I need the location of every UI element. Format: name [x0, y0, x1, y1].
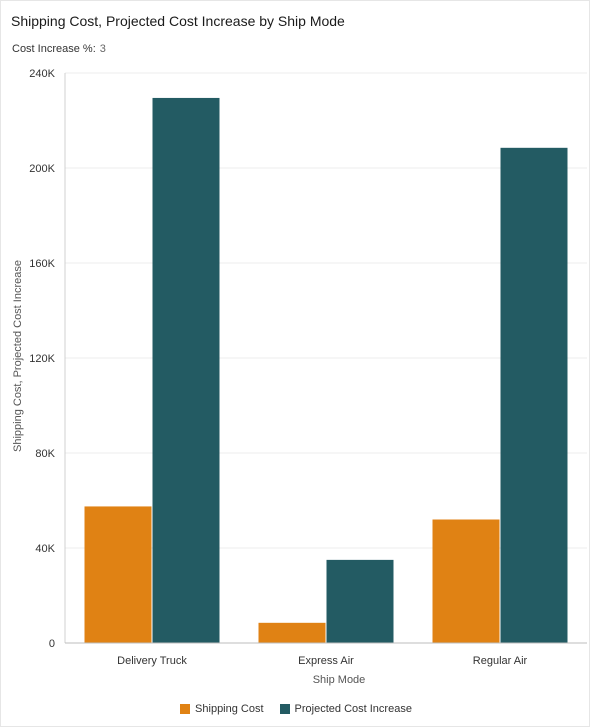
legend-swatch-shipping-cost	[180, 704, 191, 714]
x-tick-label-0: Delivery Truck	[117, 655, 187, 667]
y-axis-title: Shipping Cost, Projected Cost Increase	[12, 260, 24, 452]
legend-swatch-projected-cost-increase	[279, 704, 290, 714]
chart-legend: Shipping Cost Projected Cost Increase	[1, 703, 590, 715]
legend-item-projected-cost-increase[interactable]: Projected Cost Increase	[279, 703, 412, 715]
y-tick-label-4: 160K	[29, 258, 55, 270]
y-tick-label-0: 0	[49, 638, 55, 650]
x-axis-title: Ship Mode	[313, 674, 366, 686]
cost-increase-parameter[interactable]: Cost Increase %: 3	[12, 43, 106, 55]
bar-projected-cost-increase-express-air[interactable]	[326, 559, 394, 643]
legend-item-shipping-cost[interactable]: Shipping Cost	[180, 703, 264, 715]
chart-title: Shipping Cost, Projected Cost Increase b…	[11, 13, 345, 29]
bar-projected-cost-increase-delivery-truck[interactable]	[152, 97, 220, 643]
x-tick-label-1: Express Air	[298, 655, 354, 667]
y-tick-label-5: 200K	[29, 163, 55, 175]
bar-shipping-cost-regular-air[interactable]	[432, 519, 500, 644]
y-tick-label-3: 120K	[29, 353, 55, 365]
legend-label-shipping-cost: Shipping Cost	[195, 703, 264, 715]
bar-projected-cost-increase-regular-air[interactable]	[500, 147, 568, 643]
bar-chart: 0 40K 80K 120K 160K 200K 240K Delivery Truck Exp…	[12, 68, 587, 686]
parameter-value[interactable]: 3	[99, 43, 106, 55]
y-tick-label-1: 40K	[35, 543, 55, 555]
y-tick-label-2: 80K	[35, 448, 55, 460]
bar-shipping-cost-express-air[interactable]	[258, 622, 326, 643]
bar-shipping-cost-delivery-truck[interactable]	[84, 506, 152, 643]
parameter-label: Cost Increase %:	[12, 43, 96, 55]
y-tick-label-6: 240K	[29, 68, 55, 80]
x-tick-label-2: Regular Air	[473, 655, 528, 667]
legend-label-projected-cost-increase: Projected Cost Increase	[294, 703, 412, 715]
